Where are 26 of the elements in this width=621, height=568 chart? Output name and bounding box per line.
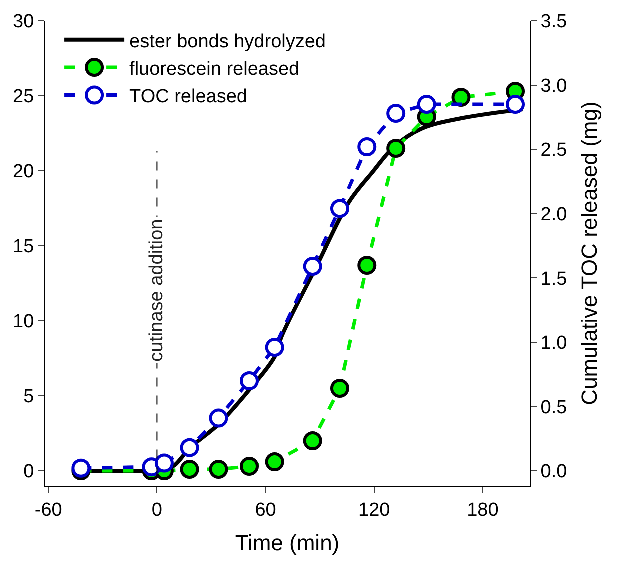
y2-axis-title: Cumulative TOC released (mg) [577, 102, 602, 406]
y-tick-label: 20 [13, 162, 34, 183]
y-tick-label: 25 [13, 86, 34, 108]
legend-label: ester bonds hydrolyzed [130, 31, 326, 52]
x-tick-label: 120 [358, 500, 390, 521]
x-axis-title: Time (min) [235, 530, 340, 556]
x-tick-label: 60 [255, 500, 276, 521]
legend-label: fluorescein released [130, 58, 300, 80]
y2-tick-label: 1.0 [540, 333, 568, 354]
y2-tick-label: 2.0 [540, 204, 568, 226]
y-tick-label: 5 [24, 386, 34, 408]
legend-label: TOC released [130, 86, 248, 108]
y-tick-label: 15 [13, 236, 34, 258]
x-tick-label: -60 [34, 500, 62, 521]
y-tick-label: 30 [13, 12, 34, 33]
y2-tick-label: 1.5 [540, 268, 568, 290]
ref-line-label: cutinase addition [146, 219, 168, 362]
y2-tick-label: 3.5 [540, 12, 568, 33]
y-tick-label: 10 [13, 312, 34, 333]
y2-tick-label: 0.5 [540, 397, 568, 418]
y2-tick-label: 3.0 [540, 76, 568, 97]
x-tick-label: 0 [152, 500, 162, 521]
y2-tick-label: 0.0 [540, 462, 568, 483]
y2-tick-label: 2.5 [540, 140, 568, 162]
x-tick-label: 180 [467, 500, 499, 521]
y-tick-label: 0 [24, 462, 34, 483]
